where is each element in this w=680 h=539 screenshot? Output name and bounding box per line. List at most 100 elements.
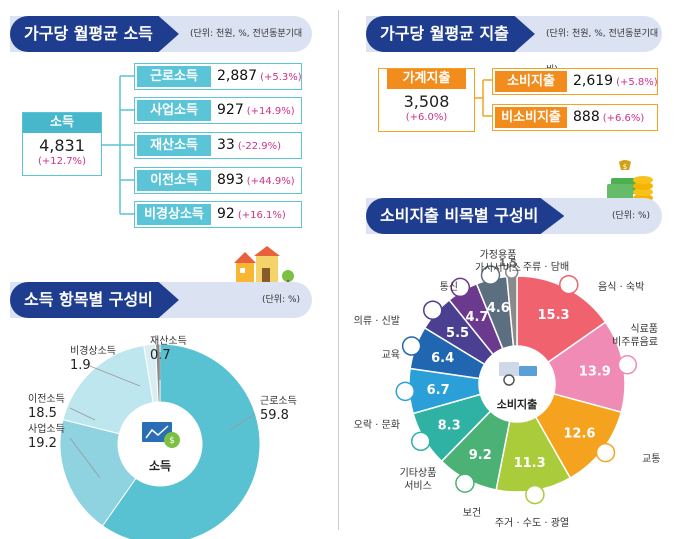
category-icon	[450, 277, 471, 298]
consumption-value-label: 4.7	[465, 310, 488, 325]
consumption-value-label: 8.3	[438, 418, 461, 433]
category-icon	[595, 442, 616, 463]
income-leader-line	[69, 407, 96, 421]
income-comp-banner: 소득 항목별 구성비 (단위: %)	[10, 282, 312, 318]
consumption-value-label: 1.5	[499, 258, 517, 269]
consumption-banner-unit: (단위: %)	[612, 211, 651, 221]
income-category-label: 사업소득	[28, 422, 65, 435]
consumption-center-label: 소비지출	[497, 397, 537, 411]
income-value-label: 18.5	[28, 406, 57, 421]
category-icon	[423, 300, 443, 320]
income-item-change: (+44.9%)	[246, 176, 295, 187]
spend-item-change: (+5.8%)	[616, 77, 658, 88]
spend-total-change: (+6.0%)	[405, 112, 448, 123]
consumption-category-label: 통신	[440, 281, 458, 293]
income-item-value: 33 (-22.9%)	[217, 137, 282, 153]
section-divider	[338, 10, 339, 530]
spend-item-value: 888 (+6.6%)	[573, 109, 645, 125]
category-icon	[411, 431, 431, 452]
category-icon	[504, 265, 519, 279]
income-comp-banner-unit: (단위: %)	[262, 295, 301, 305]
income-item-label: 재산소득	[137, 135, 211, 156]
consumption-value-label: 11.3	[514, 456, 546, 471]
consumption-category-label: 주류 · 담배	[523, 261, 569, 273]
income-item-box: 비경상소득 92 (+16.1%)	[134, 201, 302, 228]
income-comp-banner-title: 소득 항목별 구성비	[10, 282, 179, 318]
income-item-change: (-22.9%)	[237, 141, 282, 152]
income-donut-chart: 소득$근로소득59.8사업소득19.2이전소득18.5비경상소득1.9재산소득0…	[28, 335, 297, 539]
income-item-change: (+16.1%)	[237, 210, 286, 221]
category-icon	[559, 274, 579, 295]
shopping-cart-icon	[499, 362, 537, 386]
consumption-category-label: 오락 · 문화	[354, 419, 400, 431]
spend-item-change: (+6.6%)	[602, 113, 645, 124]
income-value-label: 1.9	[70, 358, 91, 373]
money-coins-icon: $	[607, 160, 653, 202]
house-icon	[234, 246, 294, 286]
income-total-change: (+12.7%)	[38, 156, 86, 167]
income-total-value: 4,831	[39, 136, 85, 155]
consumption-category-label: 교통	[642, 453, 660, 465]
category-icon	[455, 473, 475, 493]
consumption-center-circle	[479, 346, 555, 422]
spend-banner-title: 가구당 월평균 지출	[366, 16, 535, 52]
category-icon	[480, 265, 501, 285]
income-category-label: 재산소득	[150, 335, 187, 347]
income-center-label: 소득	[149, 459, 171, 473]
spend-tree-connector	[473, 79, 492, 117]
consumption-category-label: 비주류음료	[612, 336, 658, 348]
svg-text:$: $	[623, 163, 627, 171]
income-banner-title: 가구당 월평균 소득	[10, 16, 179, 52]
consumption-category-label: 가정용품	[480, 249, 517, 261]
consumption-category-label: 식료품	[630, 323, 658, 335]
income-item-value: 927 (+14.9%)	[217, 102, 295, 118]
income-value-label: 59.8	[260, 408, 289, 423]
spend-total-box: 가계지출 3,508 (+6.0%)	[378, 68, 475, 132]
consumption-banner-title: 소비지출 비목별 구성비	[366, 198, 565, 234]
income-value-label: 19.2	[28, 436, 57, 451]
svg-text:$: $	[169, 436, 175, 446]
consumption-value-label: 9.2	[469, 448, 492, 463]
income-chart-icon: $	[142, 422, 180, 448]
income-item-value: 92 (+16.1%)	[217, 206, 286, 222]
income-category-label: 비경상소득	[70, 344, 116, 357]
category-icon	[395, 381, 415, 402]
income-banner: 가구당 월평균 소득 (단위: 천원, %, 전년동분기대비)	[10, 16, 312, 75]
consumption-value-label: 12.6	[563, 426, 595, 441]
category-icon	[525, 484, 545, 505]
income-item-label: 이전소득	[137, 170, 211, 191]
category-icon	[401, 336, 422, 356]
income-category-label: 이전소득	[28, 393, 65, 405]
consumption-value-label: 6.4	[431, 351, 454, 366]
consumption-value-label: 5.5	[446, 326, 469, 341]
income-item-label: 비경상소득	[137, 204, 211, 225]
consumption-category-label: 보건	[463, 507, 481, 519]
income-leader-line	[69, 437, 101, 479]
spend-banner: 가구당 월평균 지출 (단위: 천원, %, 전년동분기대비)	[366, 16, 662, 75]
consumption-category-label: 기타상품	[400, 467, 437, 479]
income-item-label: 근로소득	[137, 66, 211, 87]
income-item-box: 이전소득 893 (+44.9%)	[134, 167, 302, 194]
spend-item-label: 소비지출	[495, 71, 567, 92]
income-item-change: (+14.9%)	[246, 106, 295, 117]
consumption-banner: 소비지출 비목별 구성비 (단위: %)	[366, 198, 662, 234]
consumption-category-label: 의류 · 신발	[354, 315, 400, 327]
income-item-change: (+5.3%)	[260, 72, 302, 83]
income-tree-connector	[100, 75, 134, 215]
consumption-value-label: 4.6	[487, 301, 510, 316]
category-icon	[617, 354, 638, 375]
spend-total-value: 3,508	[403, 92, 450, 111]
income-item-box: 재산소득 33 (-22.9%)	[134, 132, 302, 159]
income-item-value: 2,887 (+5.3%)	[217, 68, 302, 84]
spend-item-label: 비소비지출	[495, 107, 567, 128]
income-total-label: 소득	[23, 113, 101, 133]
consumption-value-label: 6.7	[427, 383, 450, 398]
consumption-category-label: 음식 · 숙박	[598, 281, 644, 293]
income-item-box: 사업소득 927 (+14.9%)	[134, 97, 302, 124]
spend-item-box: 비소비지출 888 (+6.6%)	[492, 104, 658, 131]
income-item-value: 893 (+44.9%)	[217, 172, 295, 188]
income-leader-line	[229, 413, 256, 431]
spend-item-value: 2,619 (+5.8%)	[573, 73, 658, 89]
spend-item-box: 소비지출 2,619 (+5.8%)	[492, 68, 658, 95]
income-leader-line	[89, 365, 141, 387]
